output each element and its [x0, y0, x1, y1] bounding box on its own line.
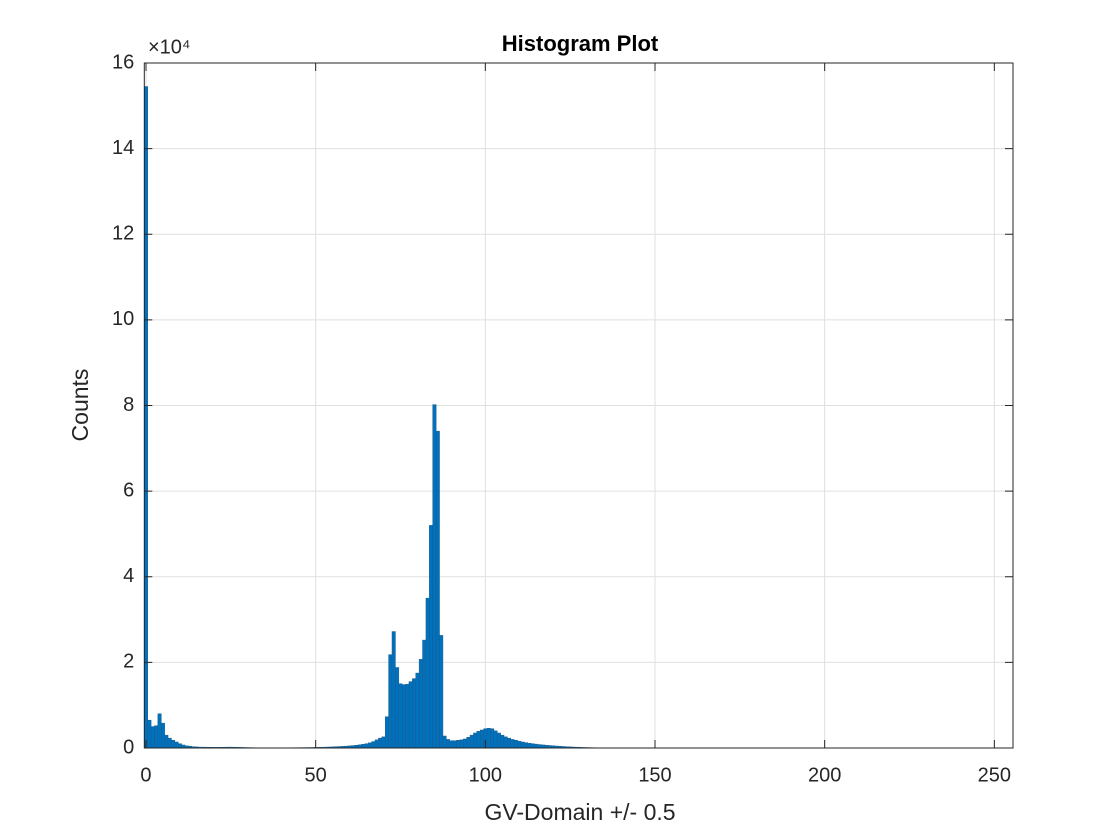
bar: [161, 722, 165, 749]
bar: [490, 728, 495, 749]
bar: [381, 736, 386, 749]
bar: [486, 728, 491, 749]
x-tick-label: 250: [978, 764, 1011, 786]
y-tick-label: 8: [123, 394, 134, 416]
bar: [408, 681, 413, 749]
bar: [530, 743, 535, 749]
axes: 0 50 100 150 200 250 0 2 4 6 8 10 12 14 16: [112, 51, 1014, 786]
bar: [463, 738, 467, 749]
bar: [466, 737, 471, 749]
bar: [473, 732, 478, 749]
x-tick-label: 200: [808, 764, 841, 786]
y-tick-label: 12: [112, 223, 134, 245]
bar: [378, 737, 383, 749]
bar: [432, 404, 437, 749]
bar: [520, 741, 525, 749]
bar: [435, 430, 440, 749]
bar: [364, 743, 369, 749]
y-tick-label: 2: [123, 651, 134, 673]
bar: [150, 726, 155, 749]
bar: [429, 525, 433, 749]
bar: [469, 734, 474, 749]
bar: [507, 737, 512, 749]
bar: [164, 734, 169, 749]
bar: [517, 740, 522, 749]
bar: [503, 736, 508, 749]
bar: [456, 740, 461, 749]
bar: [534, 743, 539, 749]
bar: [361, 744, 366, 749]
bar: [174, 741, 179, 749]
grid: [144, 62, 1013, 749]
y-tick-label: 6: [123, 479, 134, 501]
bar: [388, 654, 393, 749]
y-tick-label: 10: [112, 308, 134, 330]
bar: [157, 713, 162, 749]
y-tick-label: 4: [123, 565, 134, 587]
axes-box: [143, 62, 1014, 749]
bar: [154, 725, 159, 749]
bar: [405, 683, 410, 749]
bar: [439, 635, 444, 749]
bar: [513, 740, 518, 749]
bar: [449, 740, 454, 749]
bar: [442, 735, 447, 749]
bar: [493, 730, 498, 749]
bar: [425, 597, 430, 749]
bar: [177, 743, 182, 749]
bar: [401, 684, 406, 749]
y-axis-label: Counts: [67, 369, 93, 442]
y-tick-label: 16: [112, 51, 134, 73]
bar: [368, 742, 372, 749]
bar: [524, 742, 528, 749]
bar: [167, 737, 172, 749]
bar: [412, 678, 417, 749]
bar: [459, 739, 464, 749]
bar: [147, 719, 152, 749]
chart-title: Histogram Plot: [502, 31, 659, 56]
bar: [391, 631, 396, 749]
x-tick-label: 50: [305, 764, 327, 786]
bar: [510, 739, 515, 749]
x-axis-label: GV-Domain +/- 0.5: [484, 799, 675, 825]
bar: [415, 672, 420, 749]
bar: [418, 659, 423, 749]
bar: [371, 741, 376, 749]
bar: [446, 739, 450, 749]
bar: [422, 639, 427, 749]
bar: [476, 731, 481, 749]
bar: [496, 732, 501, 749]
y-exponent: ×10⁴: [148, 36, 191, 58]
y-tick-label: 14: [112, 137, 134, 159]
x-tick-label: 100: [469, 764, 502, 786]
bar: [171, 740, 176, 749]
bar: [537, 744, 542, 749]
bar: [479, 729, 484, 749]
bars: [144, 86, 607, 749]
bar: [374, 739, 379, 749]
x-tick-label: 150: [638, 764, 671, 786]
x-tick-label: 0: [140, 764, 151, 786]
bar: [452, 740, 457, 749]
bar: [527, 743, 532, 749]
bar: [144, 86, 148, 749]
bar: [395, 667, 400, 749]
bar: [398, 683, 403, 749]
bar: [500, 734, 505, 749]
bar: [384, 716, 389, 749]
y-tick-label: 0: [123, 736, 134, 758]
